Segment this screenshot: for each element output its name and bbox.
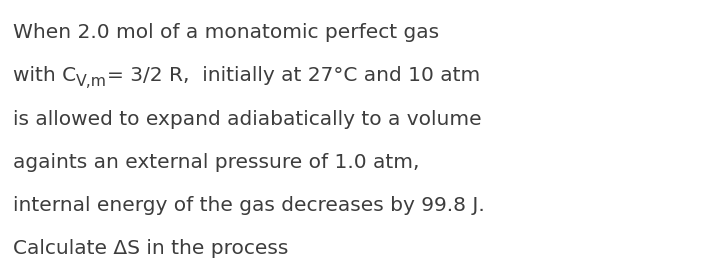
Text: = 3/2 R,  initially at 27°C and 10 atm: = 3/2 R, initially at 27°C and 10 atm [107, 66, 480, 85]
Text: Calculate ΔS in the process: Calculate ΔS in the process [13, 239, 288, 258]
Text: againts an external pressure of 1.0 atm,: againts an external pressure of 1.0 atm, [13, 153, 420, 172]
Text: is allowed to expand adiabatically to a volume: is allowed to expand adiabatically to a … [13, 109, 482, 129]
Text: internal energy of the gas decreases by 99.8 J.: internal energy of the gas decreases by … [13, 196, 485, 215]
Text: When 2.0 mol of a monatomic perfect gas: When 2.0 mol of a monatomic perfect gas [13, 23, 439, 42]
Text: with C: with C [13, 66, 76, 85]
Text: V,m: V,m [76, 75, 107, 89]
